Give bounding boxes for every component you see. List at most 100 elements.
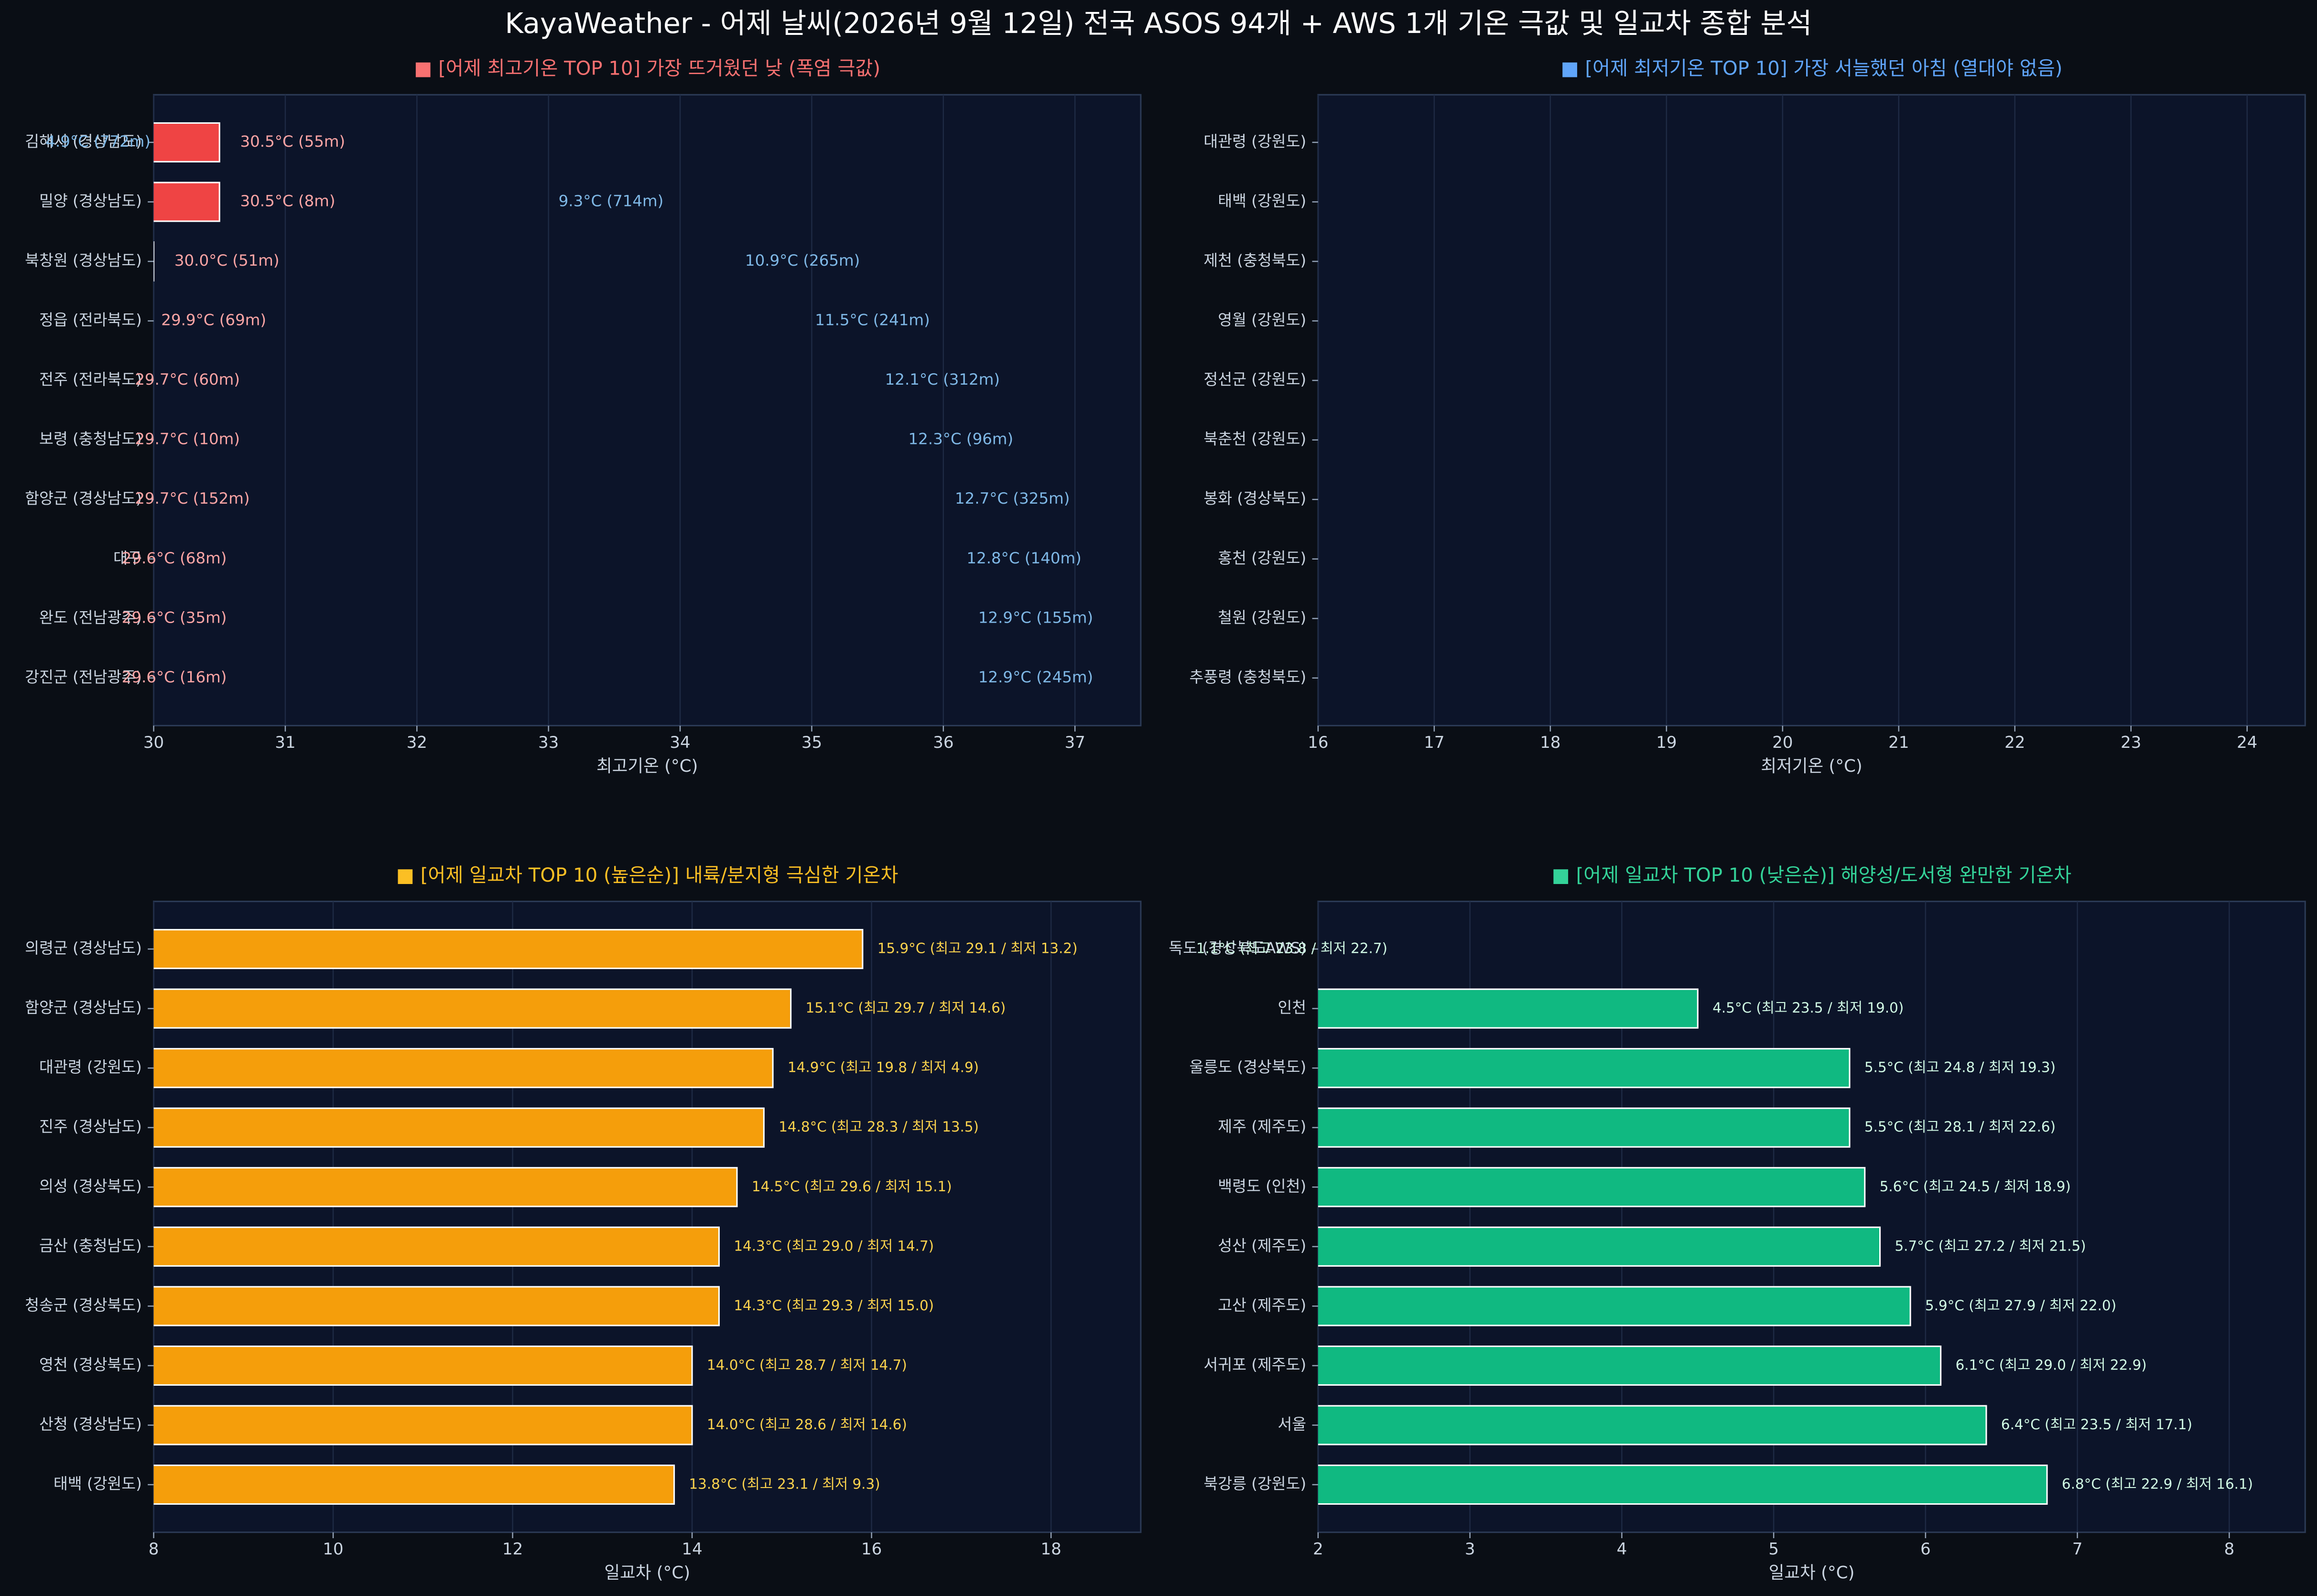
x-axis-label: 최고기온 (°C) bbox=[596, 756, 698, 776]
x-tick-label: 35 bbox=[801, 733, 822, 752]
x-tick-label: 23 bbox=[2121, 733, 2141, 752]
y-tick-label: 정선군 (강원도) bbox=[1203, 370, 1306, 388]
value-label: 12.7°C (325m) bbox=[955, 489, 1070, 507]
x-tick-label: 12 bbox=[502, 1540, 523, 1559]
value-label: 9.3°C (714m) bbox=[559, 192, 664, 210]
panel-title: ■ [어제 최저기온 TOP 10] 가장 서늘했던 아침 (열대야 없음) bbox=[1561, 58, 2063, 80]
y-tick-label: 백령도 (인천) bbox=[1218, 1177, 1306, 1195]
x-tick-label: 3 bbox=[1465, 1540, 1475, 1559]
y-tick-label: 제주 (제주도) bbox=[1218, 1118, 1306, 1136]
value-label: 6.1°C (최고 29.0 / 최저 22.9) bbox=[1956, 1357, 2147, 1373]
value-label: 14.8°C (최고 28.3 / 최저 13.5) bbox=[779, 1119, 979, 1135]
value-label: 4.5°C (최고 23.5 / 최저 19.0) bbox=[1712, 1000, 1904, 1016]
x-tick-label: 4 bbox=[1617, 1540, 1627, 1559]
bar bbox=[153, 929, 864, 970]
x-tick-label: 36 bbox=[933, 733, 953, 752]
bar bbox=[1318, 988, 1699, 1029]
value-label: 30.5°C (8m) bbox=[240, 192, 336, 210]
x-tick-label: 6 bbox=[1920, 1540, 1931, 1559]
value-label: 5.5°C (최고 24.8 / 최저 19.3) bbox=[1864, 1059, 2056, 1076]
value-label: 29.9°C (69m) bbox=[161, 311, 266, 329]
value-label: 15.1°C (최고 29.7 / 최저 14.6) bbox=[806, 1000, 1006, 1016]
x-axis-label: 최저기온 (°C) bbox=[1761, 756, 1862, 776]
main-title: KayaWeather - 어제 날씨(2026년 9월 12일) 전국 ASO… bbox=[505, 7, 1812, 40]
bar bbox=[1318, 1226, 1881, 1267]
y-tick-label: 울릉도 (경상북도) bbox=[1190, 1058, 1307, 1076]
y-tick-label: 추풍령 (충청북도) bbox=[1190, 668, 1307, 686]
panel-title: ■ [어제 일교차 TOP 10 (낮은순)] 해양성/도서형 완만한 기온차 bbox=[1552, 864, 2071, 886]
y-tick-label: 홍천 (강원도) bbox=[1218, 549, 1306, 567]
value-label: 14.3°C (최고 29.3 / 최저 15.0) bbox=[734, 1297, 934, 1314]
y-tick-label: 영월 (강원도) bbox=[1218, 311, 1306, 329]
value-label: 12.9°C (155m) bbox=[978, 608, 1093, 626]
plot-area bbox=[1317, 94, 2306, 727]
y-tick-label: 서울 bbox=[1278, 1415, 1306, 1433]
bars bbox=[153, 929, 864, 1505]
value-label: 29.6°C (35m) bbox=[122, 608, 227, 626]
value-label: 6.8°C (최고 22.9 / 최저 16.1) bbox=[2062, 1476, 2253, 1492]
y-tick-label: 함양군 (경상남도) bbox=[25, 999, 142, 1017]
x-tick-label: 17 bbox=[1424, 733, 1444, 752]
bar bbox=[1318, 1405, 1987, 1445]
y-tick-label: 성산 (제주도) bbox=[1218, 1237, 1306, 1255]
value-label: 1.1°C (최고 23.8 / 최저 22.7) bbox=[1196, 940, 1387, 957]
y-tick-label: 완도 (전남광주) bbox=[39, 608, 142, 626]
bar bbox=[153, 1345, 693, 1386]
panel-title: ■ [어제 일교차 TOP 10 (높은순)] 내륙/분지형 극심한 기온차 bbox=[396, 864, 898, 886]
value-label: 4.9°C (772m) bbox=[45, 132, 151, 151]
value-label: 5.9°C (최고 27.9 / 최저 22.0) bbox=[1925, 1297, 2116, 1314]
y-tick-label: 의성 (경상북도) bbox=[39, 1177, 142, 1195]
value-label: 14.3°C (최고 29.0 / 최저 14.7) bbox=[734, 1238, 934, 1254]
value-label: 14.5°C (최고 29.6 / 최저 15.1) bbox=[752, 1178, 952, 1195]
y-tick-label: 강진군 (전남광주) bbox=[25, 668, 142, 686]
value-label: 12.9°C (245m) bbox=[978, 668, 1093, 686]
value-label: 30.0°C (51m) bbox=[174, 251, 280, 270]
x-tick-label: 16 bbox=[861, 1540, 882, 1559]
bar bbox=[1318, 1107, 1851, 1148]
y-tick-label: 서귀포 (제주도) bbox=[1203, 1356, 1306, 1374]
y-tick-label: 밀양 (경상남도) bbox=[39, 192, 142, 210]
bar bbox=[153, 1167, 738, 1208]
x-tick-label: 21 bbox=[1888, 733, 1909, 752]
bar bbox=[153, 182, 220, 222]
y-tick-label: 북춘천 (강원도) bbox=[1203, 430, 1306, 448]
bar bbox=[153, 1405, 693, 1445]
x-tick-label: 22 bbox=[2004, 733, 2025, 752]
x-tick-label: 8 bbox=[2224, 1540, 2235, 1559]
bars bbox=[153, 122, 220, 282]
value-label: 12.1°C (312m) bbox=[885, 370, 1000, 388]
bar bbox=[1318, 1286, 1911, 1326]
value-label: 29.6°C (68m) bbox=[122, 549, 227, 567]
bar bbox=[153, 122, 220, 162]
x-tick-label: 33 bbox=[538, 733, 559, 752]
y-tick-label: 산청 (경상남도) bbox=[39, 1415, 142, 1433]
y-tick-label: 태백 (강원도) bbox=[54, 1475, 142, 1493]
x-axis-label: 일교차 (°C) bbox=[1769, 1563, 1855, 1583]
y-tick-label: 독도 (경상북도AWS) bbox=[1169, 939, 1306, 957]
x-tick-label: 18 bbox=[1540, 733, 1560, 752]
x-tick-label: 10 bbox=[323, 1540, 343, 1559]
y-tick-label: 철원 (강원도) bbox=[1218, 608, 1306, 626]
bar bbox=[153, 1226, 720, 1267]
y-tick-label: 의령군 (경상남도) bbox=[25, 939, 142, 957]
x-tick-label: 2 bbox=[1313, 1540, 1323, 1559]
value-label: 12.8°C (140m) bbox=[966, 549, 1081, 567]
y-tick-label: 전주 (전라북도) bbox=[39, 370, 142, 388]
x-tick-label: 20 bbox=[1772, 733, 1793, 752]
x-tick-label: 32 bbox=[407, 733, 427, 752]
y-tick-label: 태백 (강원도) bbox=[1218, 192, 1306, 210]
y-tick-label: 봉화 (경상북도) bbox=[1203, 489, 1306, 507]
x-tick-label: 16 bbox=[1308, 733, 1328, 752]
x-tick-label: 30 bbox=[143, 733, 164, 752]
bar bbox=[153, 1048, 774, 1089]
y-tick-label: 영천 (경상북도) bbox=[39, 1356, 142, 1374]
value-label: 29.7°C (10m) bbox=[135, 430, 240, 448]
x-tick-label: 34 bbox=[670, 733, 690, 752]
value-label: 29.7°C (152m) bbox=[135, 489, 249, 507]
bar bbox=[1318, 1464, 2048, 1505]
x-tick-label: 37 bbox=[1065, 733, 1085, 752]
y-tick-label: 김해시 (경상남도) bbox=[25, 132, 142, 151]
y-tick-label: 제천 (충청북도) bbox=[1203, 251, 1306, 270]
